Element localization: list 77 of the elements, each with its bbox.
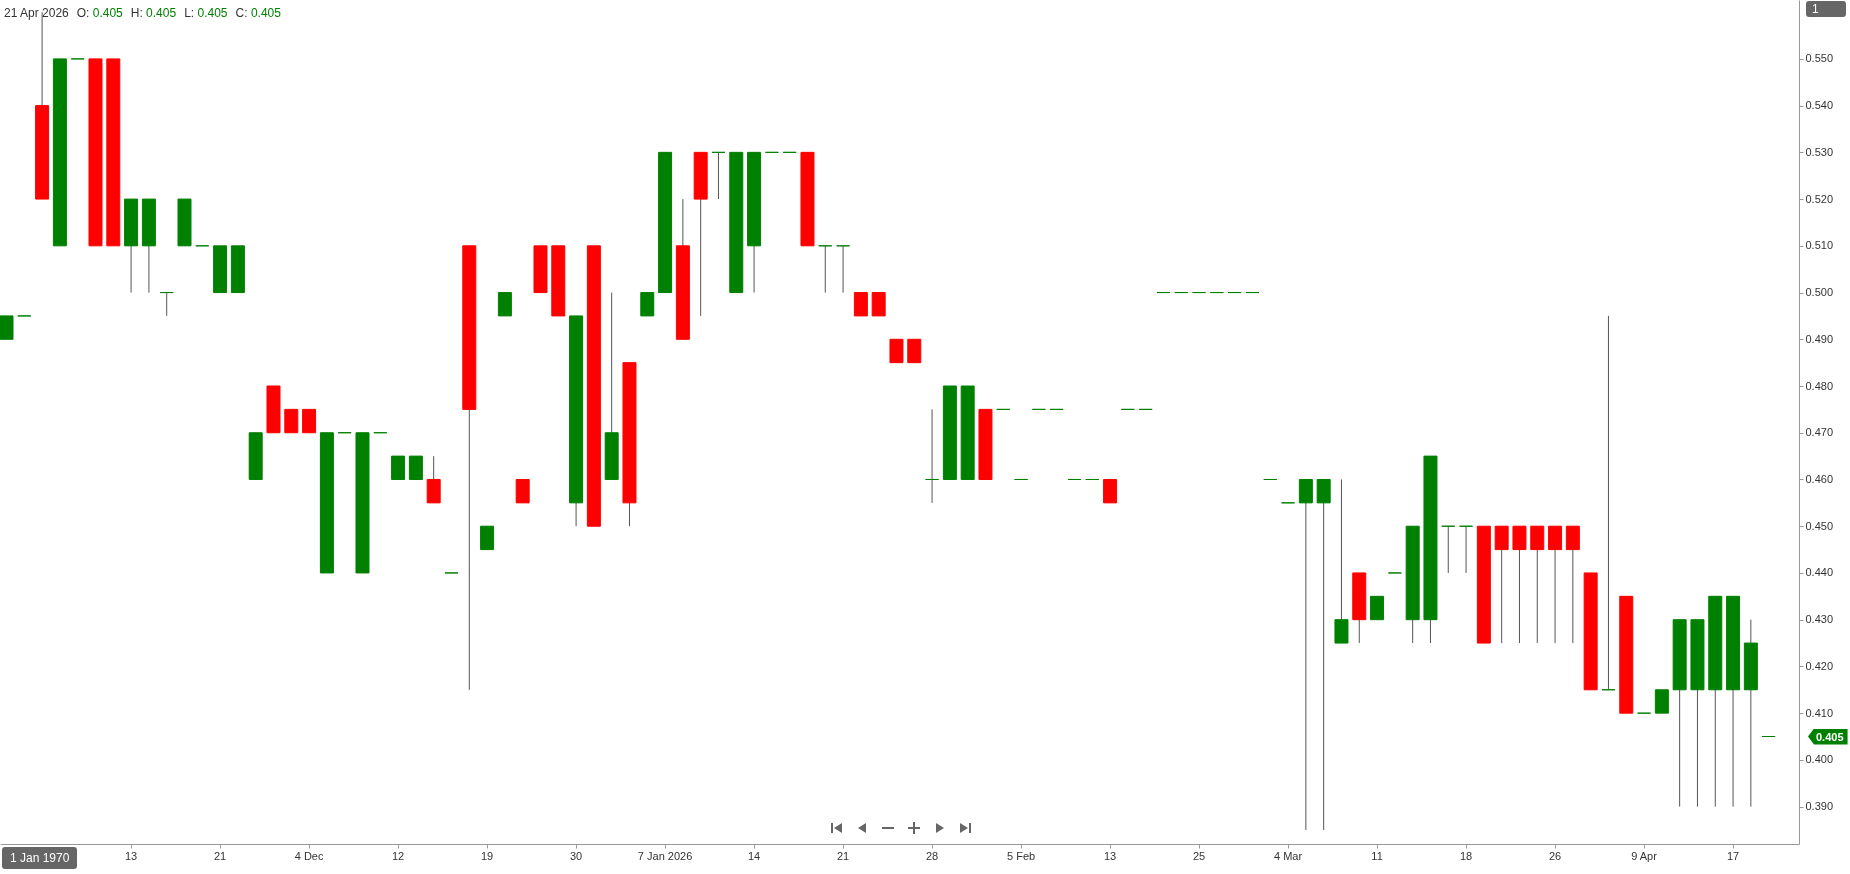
x-tick-label: 30 xyxy=(569,849,583,862)
candlestick xyxy=(925,408,940,504)
candlestick xyxy=(1334,478,1349,644)
candlestick xyxy=(391,455,406,480)
candlestick xyxy=(426,455,441,504)
y-tick-label: 0.450 xyxy=(1805,519,1834,532)
candlestick xyxy=(1494,525,1509,644)
x-tick-label: 21 xyxy=(213,849,227,862)
x-tick-label: 14 xyxy=(747,849,761,862)
candlestick xyxy=(0,315,14,340)
candlestick xyxy=(1316,478,1331,831)
x-tick-label: 4 Mar xyxy=(1274,849,1303,862)
y-tick-label: 0.460 xyxy=(1805,472,1834,485)
x-tick-label: 26 xyxy=(1548,849,1562,862)
candlestick xyxy=(302,408,317,434)
y-tick-label: 0.520 xyxy=(1805,192,1834,205)
text: 0.405 xyxy=(1808,728,1848,745)
y-tick-label: 0.390 xyxy=(1805,800,1834,813)
y-tick-label: 0.430 xyxy=(1805,613,1834,626)
candlestick xyxy=(1654,689,1669,714)
candlestick xyxy=(1370,595,1385,621)
x-tick-label: 5 Feb xyxy=(1007,849,1036,862)
y-tick-label: 0.550 xyxy=(1805,52,1834,65)
candlestick xyxy=(711,151,726,200)
x-tick-label: 21 xyxy=(836,849,850,862)
candlestick xyxy=(1530,525,1545,644)
y-tick-label: 0.500 xyxy=(1805,286,1834,299)
y-tick-label: 0.440 xyxy=(1805,566,1834,579)
x-tick-label: 4 Dec xyxy=(294,849,324,862)
candlestick xyxy=(497,292,512,317)
candlestick xyxy=(1298,478,1313,831)
candlestick xyxy=(836,245,851,294)
x-tick-label: 7 Jan 2026 xyxy=(637,849,693,862)
candlestick xyxy=(1512,525,1527,644)
candlestick xyxy=(1548,525,1563,644)
candlestick xyxy=(889,338,904,364)
x-tick-label: 11 xyxy=(1371,849,1383,862)
annotation: L: 0.405 xyxy=(184,6,228,20)
text: 1 xyxy=(1806,1,1846,17)
y-tick-label: 0.470 xyxy=(1805,426,1834,439)
candlestick xyxy=(1565,525,1580,644)
y-tick-label: 0.400 xyxy=(1805,753,1834,766)
annotation: 21 Apr 2026 xyxy=(4,6,69,20)
y-tick-label: 0.540 xyxy=(1805,99,1834,112)
candlestick xyxy=(515,478,530,504)
candlestick xyxy=(1103,478,1118,504)
y-tick-label: 0.480 xyxy=(1805,379,1834,392)
candlestick xyxy=(480,525,495,551)
annotation: C: 0.405 xyxy=(235,6,281,20)
annotation: H: 0.405 xyxy=(130,6,177,20)
text: 1 Jan 1970 xyxy=(2,847,78,869)
y-tick-label: 0.410 xyxy=(1805,706,1834,719)
y-tick-label: 0.490 xyxy=(1805,332,1834,345)
y-tick-label: 0.510 xyxy=(1805,239,1834,252)
candlestick xyxy=(159,292,174,317)
x-tick-label: 13 xyxy=(1103,849,1117,862)
candlestick xyxy=(907,338,922,364)
x-tick-label: 19 xyxy=(480,849,494,862)
candlestick xyxy=(1441,525,1456,574)
candlestick xyxy=(853,292,868,317)
x-tick-label: 25 xyxy=(1192,849,1206,862)
candlestick xyxy=(284,408,299,434)
candlestick xyxy=(1459,525,1474,574)
candlestick xyxy=(1601,315,1616,691)
annotation: O: 0.405 xyxy=(76,6,123,20)
y-tick-label: 0.530 xyxy=(1805,145,1834,158)
x-tick-label: 9 Apr xyxy=(1631,849,1658,862)
x-tick-label: 17 xyxy=(1726,849,1740,862)
x-tick-label: 18 xyxy=(1459,849,1473,862)
x-tick-label: 12 xyxy=(391,849,405,862)
y-tick-label: 0.420 xyxy=(1805,659,1834,672)
candlestick xyxy=(818,245,833,294)
candlestick xyxy=(408,455,423,480)
candlestick xyxy=(871,292,886,317)
candlestick xyxy=(640,292,655,317)
x-tick-label: 13 xyxy=(124,849,138,862)
x-tick-label: 28 xyxy=(925,849,939,862)
